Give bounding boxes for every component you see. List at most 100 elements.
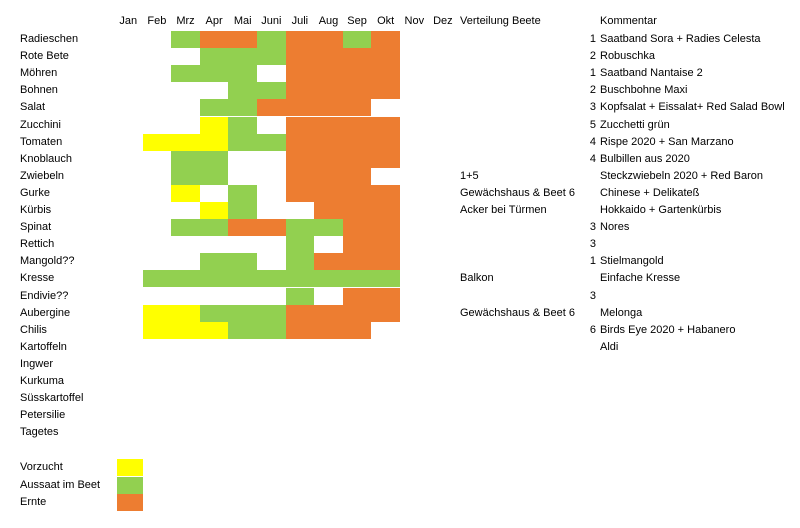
plan-cell — [342, 253, 372, 271]
row-name: Gurke — [20, 186, 50, 199]
plan-cell — [171, 65, 200, 83]
plan-cell — [342, 304, 372, 322]
beet-nr: 5 — [589, 118, 596, 131]
month-header: Juli — [291, 15, 309, 27]
legend-label: Ernte — [20, 496, 47, 508]
plan-cell — [371, 31, 400, 49]
plan-cell — [285, 287, 315, 305]
plan-cell — [171, 304, 200, 322]
plan-cell — [228, 184, 257, 202]
plan-cell — [228, 304, 257, 322]
plan-cell — [314, 167, 343, 185]
plan-cell — [342, 133, 372, 151]
plan-cell — [285, 270, 315, 288]
plan-cell — [228, 65, 257, 83]
plan-cell — [285, 167, 315, 185]
plan-cell — [199, 65, 229, 83]
row-name: Petersilie — [20, 409, 66, 422]
plan-cell — [257, 133, 286, 151]
plan-cell — [199, 202, 229, 220]
row-name: Zucchini — [20, 118, 61, 131]
plan-cell — [314, 82, 343, 100]
plan-cell — [171, 219, 200, 237]
kommentar-header: Kommentar — [600, 15, 657, 27]
month-header: Sep — [347, 15, 367, 27]
plan-cell — [285, 99, 315, 117]
legend-label: Aussaat im Beet — [20, 478, 101, 491]
row-name: Zwiebeln — [20, 169, 65, 182]
kommentar: Saatband Sora + Radies Celesta — [600, 33, 761, 45]
plan-cell — [371, 304, 400, 322]
plan-cell — [342, 219, 372, 237]
plan-cell — [142, 133, 172, 151]
plan-cell — [171, 270, 200, 288]
plan-cell — [199, 48, 229, 66]
plan-cell — [228, 116, 257, 134]
plan-cell — [257, 82, 286, 100]
plan-cell — [199, 219, 229, 237]
plan-cell — [371, 219, 400, 237]
plan-cell — [314, 133, 343, 151]
plan-cell — [314, 31, 343, 49]
kommentar: Birds Eye 2020 + Habanero — [600, 323, 736, 336]
kommentar: Steckzwiebeln 2020 + Red Baron — [600, 169, 763, 182]
kommentar: Nores — [600, 221, 630, 234]
plan-cell — [371, 184, 400, 202]
plan-cell — [371, 253, 400, 271]
plan-cell — [228, 202, 257, 220]
kommentar: Bulbillen aus 2020 — [600, 152, 690, 165]
row-name: Rote Bete — [20, 50, 69, 63]
month-header: Mrz — [176, 15, 195, 27]
month-header: Feb — [147, 15, 167, 27]
row-name: Kurkuma — [20, 375, 65, 387]
beet-nr: 3 — [589, 238, 596, 251]
verteilung: Acker bei Türmen — [460, 204, 547, 216]
kommentar: Rispe 2020 + San Marzano — [600, 135, 734, 148]
plan-cell — [199, 321, 229, 339]
plan-cell — [342, 167, 372, 185]
plan-cell — [371, 236, 400, 254]
legend-label: Vorzucht — [20, 461, 63, 473]
row-name: Knoblauch — [20, 152, 72, 165]
plan-cell — [257, 219, 286, 237]
plan-cell — [285, 236, 315, 254]
beet-nr: 1 — [589, 33, 596, 45]
verteilung: Gewächshaus & Beet 6 — [460, 186, 575, 199]
row-name: Radieschen — [20, 33, 79, 45]
month-header: Dez — [433, 15, 453, 27]
legend-swatch — [117, 476, 143, 494]
row-name: Ingwer — [20, 357, 54, 370]
plan-cell — [228, 133, 257, 151]
verteilung: Balkon — [460, 272, 494, 285]
plan-cell — [342, 31, 372, 49]
verteilung-header: Verteilung Beete — [460, 15, 541, 27]
plan-cell — [314, 184, 343, 202]
plan-cell — [371, 133, 400, 151]
plan-cell — [285, 184, 315, 202]
plan-cell — [257, 304, 286, 322]
beet-nr: 3 — [589, 289, 596, 302]
plan-cell — [285, 116, 315, 134]
plan-cell — [285, 133, 315, 151]
kommentar: Buschbohne Maxi — [600, 84, 688, 97]
kommentar: Einfache Kresse — [600, 272, 681, 285]
plan-cell — [228, 48, 257, 66]
plan-cell — [199, 167, 229, 185]
plan-cell — [171, 321, 200, 339]
row-name: Tomaten — [20, 135, 63, 148]
beet-nr: 1 — [589, 67, 596, 80]
plan-cell — [171, 184, 200, 202]
plan-cell — [314, 270, 343, 288]
kommentar: Aldi — [600, 340, 619, 353]
kommentar: Saatband Nantaise 2 — [600, 67, 703, 80]
plan-cell — [171, 167, 200, 185]
plan-cell — [171, 133, 200, 151]
plan-cell — [342, 287, 372, 305]
plan-cell — [228, 82, 257, 100]
plan-cell — [171, 150, 200, 168]
plan-cell — [199, 304, 229, 322]
plan-cell — [228, 270, 257, 288]
plan-cell — [371, 48, 400, 66]
plan-cell — [371, 82, 400, 100]
